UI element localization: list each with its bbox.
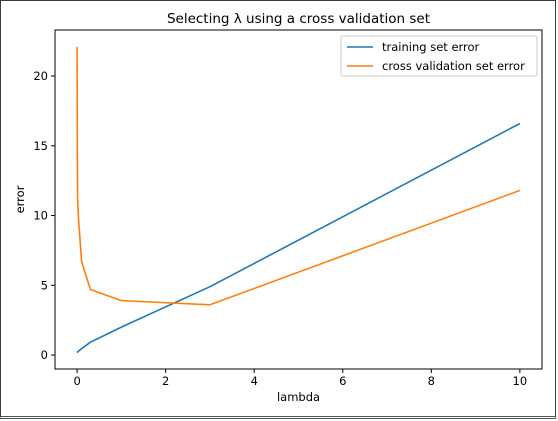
- y-axis-label: error: [13, 185, 27, 213]
- y-tick-label: 5: [41, 278, 48, 292]
- legend-box: [340, 35, 538, 77]
- y-tick-label: 15: [33, 139, 48, 153]
- y-tick-label: 0: [41, 348, 48, 362]
- legend-label-cross-validation: cross validation set error: [382, 59, 525, 73]
- series-layer: [76, 46, 521, 354]
- y-tick-label: 10: [33, 209, 48, 223]
- chart-title: Selecting λ using a cross validation set: [167, 11, 430, 27]
- axis-ticks: 0 2 4 6 8 10 0 5 10 15 20: [33, 69, 527, 388]
- x-tick-label: 2: [162, 374, 169, 388]
- x-axis-label: lambda: [277, 390, 320, 404]
- x-tick-label: 0: [73, 374, 80, 388]
- legend: training set error cross validation set …: [340, 35, 538, 77]
- y-tick-label: 20: [33, 69, 48, 83]
- legend-label-training: training set error: [382, 40, 480, 54]
- series-line-training: [76, 122, 521, 354]
- plot-area: [54, 29, 543, 370]
- x-tick-label: 4: [251, 374, 258, 388]
- x-tick-label: 10: [513, 374, 528, 388]
- x-tick-label: 6: [339, 374, 346, 388]
- series-line-cross-validation: [76, 46, 521, 306]
- x-tick-label: 8: [428, 374, 435, 388]
